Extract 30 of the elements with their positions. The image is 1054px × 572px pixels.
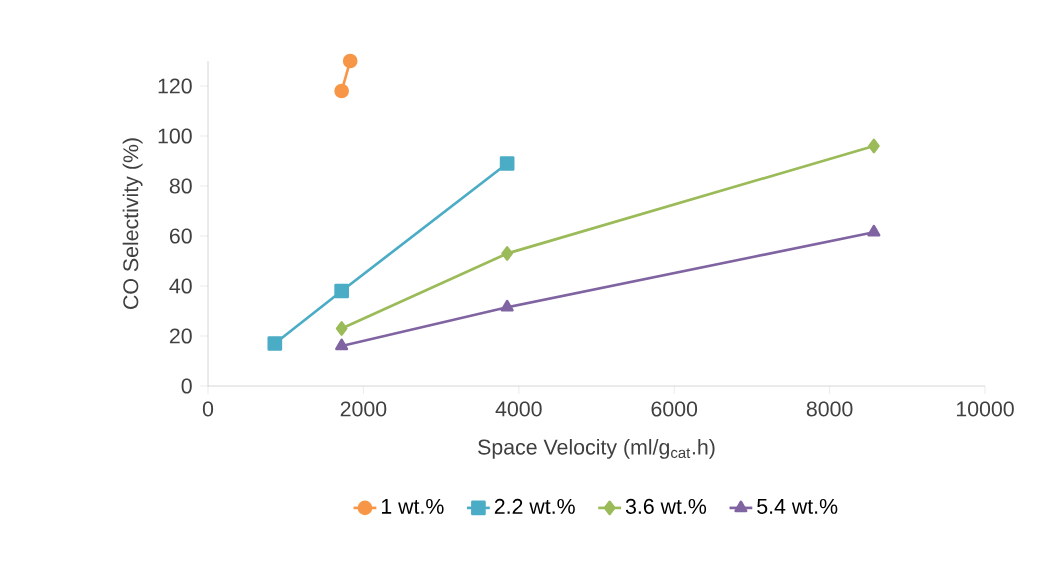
legend-label: 5.4 wt.% — [757, 498, 838, 514]
point — [868, 138, 880, 154]
point — [501, 246, 513, 261]
x-tick-label: 0 — [202, 401, 214, 417]
legend-label: 1 wt.% — [381, 498, 444, 514]
legend-label: 2.2 wt.% — [494, 498, 575, 514]
y-tick-label: 0 — [181, 378, 192, 394]
point — [267, 336, 283, 351]
y-tick-label: 40 — [169, 278, 192, 294]
x-tick-label: 10000 — [956, 401, 1014, 417]
y-axis-title: CO Selectivity (%) — [122, 138, 143, 309]
x-tick-label: 8000 — [806, 401, 853, 417]
y-tick-label: 60 — [169, 228, 192, 244]
x-axis-title: Space Velocity (ml/g$_{cat}$.h) — [478, 438, 715, 459]
point — [335, 321, 348, 336]
point — [334, 283, 349, 299]
x-tick-label: 2000 — [340, 401, 387, 417]
x-tick-label: 6000 — [651, 401, 698, 417]
y-tick-label: 120 — [158, 78, 192, 94]
point — [867, 224, 881, 237]
point — [500, 299, 514, 312]
x-tick-label: 4000 — [495, 401, 542, 417]
y-tick-label: 80 — [169, 178, 192, 194]
point — [342, 53, 358, 69]
point — [335, 338, 349, 351]
y-tick-label: 20 — [169, 328, 192, 344]
point — [334, 83, 349, 99]
legend-label: 3.6 wt.% — [625, 498, 707, 514]
point — [499, 156, 515, 171]
y-tick-label: 100 — [158, 128, 192, 144]
